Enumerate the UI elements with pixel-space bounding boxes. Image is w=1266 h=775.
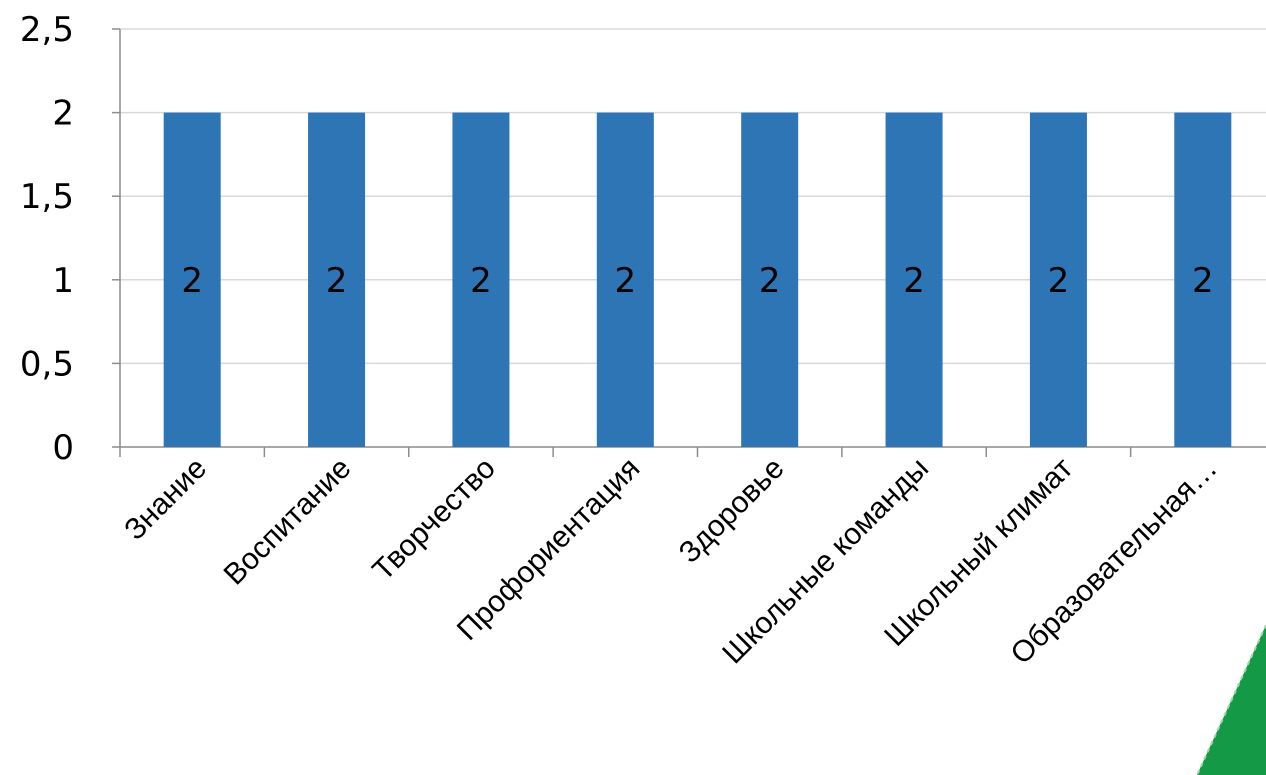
y-tick-label: 0 [52, 428, 74, 468]
bar [308, 112, 366, 447]
x-tick-label: Воспитание [218, 452, 358, 592]
bar [596, 112, 654, 447]
bar [885, 112, 943, 447]
data-label: 2 [1048, 261, 1070, 301]
bars [163, 112, 1232, 447]
data-label: 2 [903, 261, 925, 301]
data-label: 2 [181, 261, 203, 301]
x-tick-label: Здоровье [673, 452, 791, 570]
y-tick-labels: 0 0,5 1 1,5 2 2,5 [20, 10, 74, 468]
gridlines [120, 28, 1266, 365]
data-label: 2 [470, 261, 492, 301]
data-labels: 2 2 2 2 2 2 2 2 [181, 261, 1213, 301]
y-tick-label: 0,5 [20, 344, 74, 384]
bar [163, 112, 221, 447]
green-triangle-corner-icon [1196, 624, 1266, 775]
x-tick-labels: Знание Воспитание ТворчествоПрофориентация… [118, 451, 1224, 670]
bar [1029, 112, 1087, 447]
data-label: 2 [759, 261, 781, 301]
axes [112, 28, 1266, 457]
bar [452, 112, 510, 447]
y-tick-label: 2,5 [20, 10, 74, 50]
y-tick-label: 2 [52, 94, 74, 134]
y-tick-label: 1 [52, 261, 74, 301]
bar [1174, 112, 1232, 447]
data-label: 2 [1192, 261, 1214, 301]
data-label: 2 [614, 261, 636, 301]
x-tick-label: Знание [118, 452, 213, 547]
x-tick-label: Творчество [366, 452, 502, 588]
bar [741, 112, 799, 447]
data-label: 2 [326, 261, 348, 301]
y-tick-label: 1,5 [20, 177, 74, 217]
